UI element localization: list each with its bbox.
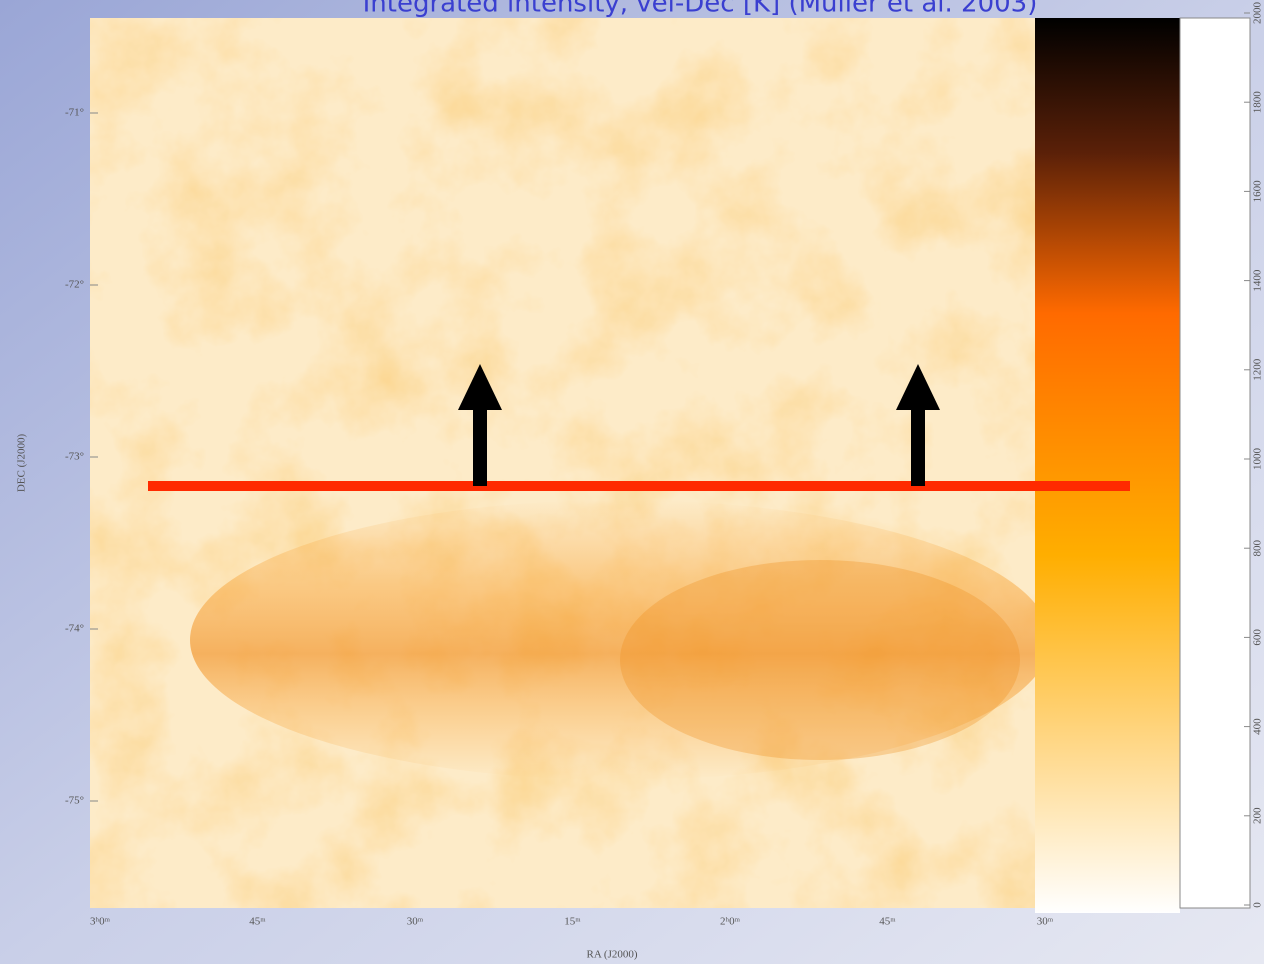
colorbar-tick-label: 600 bbox=[1252, 629, 1264, 646]
emission-core bbox=[620, 560, 1020, 760]
y-tick-label: -71° bbox=[65, 107, 84, 119]
x-tick-label: 3ʰ0ᵐ bbox=[90, 916, 111, 928]
y-axis-label: DEC (J2000) bbox=[16, 433, 28, 492]
x-axis-label: RA (J2000) bbox=[586, 949, 637, 961]
title: Integrated intensity, vel-Dec [K] (Mulle… bbox=[363, 0, 1038, 19]
colorbar-tick-label: 200 bbox=[1252, 807, 1264, 824]
colorbar-tick-label: 1400 bbox=[1252, 269, 1264, 292]
slide: Integrated intensity, vel-Dec [K] (Mulle… bbox=[0, 0, 1264, 964]
y-tick-label: -74° bbox=[65, 623, 84, 635]
colorbar bbox=[1035, 18, 1180, 913]
colorbar-tick-label: 1000 bbox=[1252, 448, 1264, 471]
colorbar-tick-label: 800 bbox=[1252, 539, 1264, 556]
colorbar-tick-label: 1800 bbox=[1252, 91, 1264, 114]
colorbar-axis bbox=[1180, 18, 1250, 908]
y-tick-label: -73° bbox=[65, 451, 84, 463]
x-tick-label: 45ᵐ bbox=[249, 916, 266, 928]
colorbar-tick-label: 1200 bbox=[1252, 358, 1264, 381]
colorbar-tick-label: 400 bbox=[1252, 718, 1264, 735]
colorbar-tick-label: 1600 bbox=[1252, 180, 1264, 203]
colorbar-tick-label: 2000 bbox=[1252, 2, 1264, 25]
x-tick-label: 30ᵐ bbox=[407, 916, 424, 928]
y-tick-label: -75° bbox=[65, 795, 84, 807]
colorbar-tick-label: 0 bbox=[1252, 902, 1264, 908]
y-tick-label: -72° bbox=[65, 279, 84, 291]
x-tick-label: 15ᵐ bbox=[564, 916, 581, 928]
x-tick-label: 30ᵐ bbox=[1037, 916, 1054, 928]
x-tick-label: 2ʰ0ᵐ bbox=[720, 916, 741, 928]
x-tick-label: 45ᵐ bbox=[879, 916, 896, 928]
